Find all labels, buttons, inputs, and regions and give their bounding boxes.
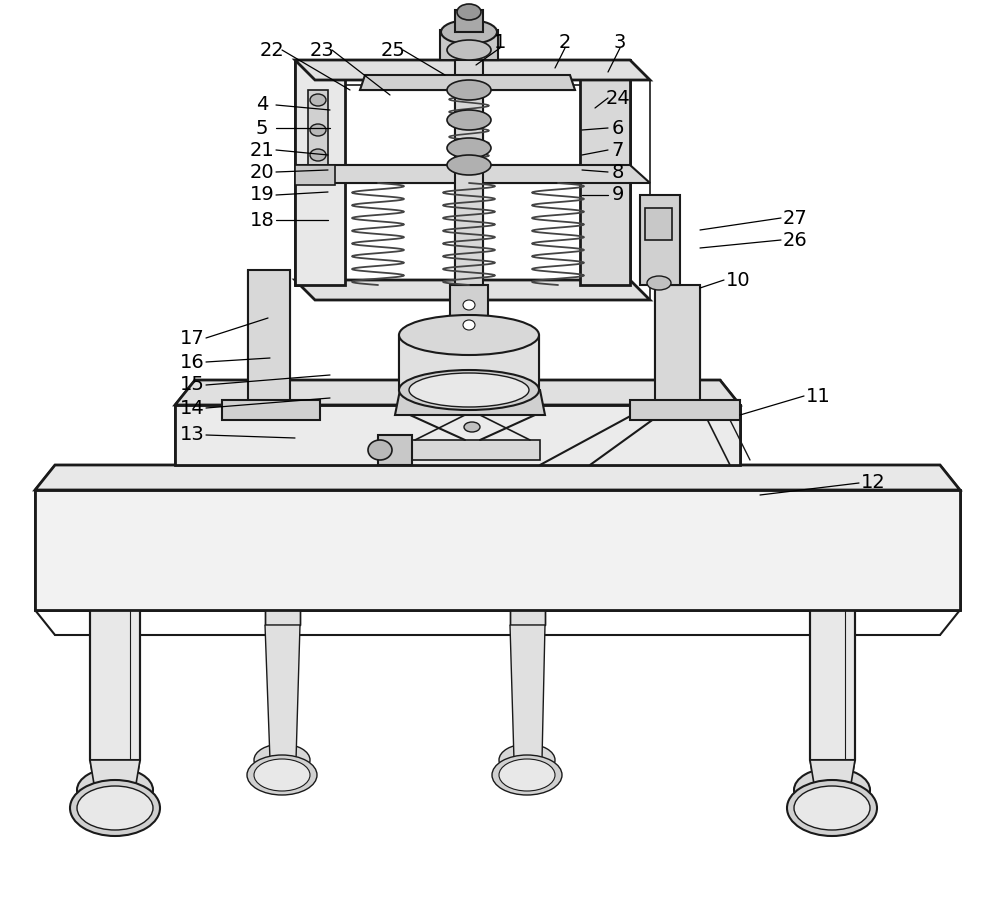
Ellipse shape (77, 786, 153, 830)
Polygon shape (295, 165, 335, 185)
Text: 27: 27 (783, 208, 807, 227)
Ellipse shape (409, 373, 529, 407)
Ellipse shape (310, 149, 326, 161)
Text: 2: 2 (559, 33, 571, 52)
Polygon shape (640, 195, 680, 285)
Polygon shape (580, 60, 630, 285)
Text: 6: 6 (612, 119, 624, 138)
Text: 5: 5 (256, 119, 268, 138)
Polygon shape (265, 625, 300, 760)
Polygon shape (399, 335, 539, 390)
Ellipse shape (447, 138, 491, 158)
Text: 21: 21 (250, 140, 274, 159)
Ellipse shape (492, 755, 562, 795)
Polygon shape (295, 280, 650, 300)
Bar (455, 10, 483, 32)
Ellipse shape (441, 20, 497, 44)
Text: 22: 22 (260, 41, 284, 60)
Text: 26: 26 (783, 230, 807, 249)
Polygon shape (295, 60, 650, 80)
Polygon shape (408, 440, 540, 460)
Ellipse shape (647, 276, 671, 290)
Polygon shape (395, 390, 545, 415)
Text: 3: 3 (614, 33, 626, 52)
Ellipse shape (787, 780, 877, 836)
Bar (308, 90, 328, 165)
Ellipse shape (463, 300, 475, 310)
Polygon shape (510, 625, 545, 760)
Text: 1: 1 (494, 33, 506, 52)
Polygon shape (265, 490, 300, 625)
Polygon shape (378, 435, 412, 465)
Bar (440, 30, 498, 60)
Polygon shape (360, 75, 575, 90)
Ellipse shape (310, 124, 326, 136)
Text: 4: 4 (256, 95, 268, 114)
Text: 19: 19 (250, 186, 274, 205)
Polygon shape (175, 405, 740, 465)
Ellipse shape (447, 40, 491, 60)
Polygon shape (295, 165, 650, 183)
Polygon shape (35, 465, 960, 490)
Text: 17: 17 (180, 329, 204, 348)
Polygon shape (175, 380, 740, 405)
Text: 12: 12 (861, 474, 885, 493)
Bar (450, 285, 488, 335)
Text: 8: 8 (612, 162, 624, 181)
Text: 13: 13 (180, 426, 204, 445)
Text: 16: 16 (180, 352, 204, 371)
Polygon shape (295, 60, 345, 285)
Polygon shape (655, 285, 700, 405)
Text: 15: 15 (180, 375, 204, 394)
Polygon shape (810, 760, 855, 790)
Text: 18: 18 (250, 210, 274, 229)
Ellipse shape (447, 155, 491, 175)
Text: 9: 9 (612, 186, 624, 205)
Text: 7: 7 (612, 140, 624, 159)
Text: 25: 25 (381, 41, 405, 60)
Polygon shape (90, 610, 140, 760)
Text: 23: 23 (310, 41, 334, 60)
Ellipse shape (399, 315, 539, 355)
Polygon shape (510, 490, 545, 625)
Ellipse shape (447, 80, 491, 100)
Ellipse shape (310, 94, 326, 106)
Ellipse shape (254, 759, 310, 791)
Polygon shape (630, 400, 740, 420)
Polygon shape (810, 610, 855, 760)
Ellipse shape (254, 744, 310, 776)
Ellipse shape (499, 759, 555, 791)
Ellipse shape (499, 744, 555, 776)
Text: 10: 10 (726, 271, 750, 290)
Polygon shape (222, 400, 320, 420)
Text: 24: 24 (606, 89, 630, 108)
Ellipse shape (464, 422, 480, 432)
Ellipse shape (463, 320, 475, 330)
Ellipse shape (457, 4, 481, 20)
Ellipse shape (447, 110, 491, 130)
Polygon shape (645, 208, 672, 240)
Bar (455, 55, 483, 285)
Ellipse shape (368, 440, 392, 460)
Text: 14: 14 (180, 399, 204, 418)
Ellipse shape (794, 768, 870, 812)
Text: 20: 20 (250, 162, 274, 181)
Ellipse shape (70, 780, 160, 836)
Ellipse shape (77, 768, 153, 812)
Ellipse shape (399, 370, 539, 410)
Ellipse shape (794, 786, 870, 830)
Polygon shape (35, 490, 960, 610)
Text: 11: 11 (806, 387, 830, 406)
Ellipse shape (247, 755, 317, 795)
Polygon shape (248, 270, 290, 405)
Polygon shape (90, 760, 140, 790)
